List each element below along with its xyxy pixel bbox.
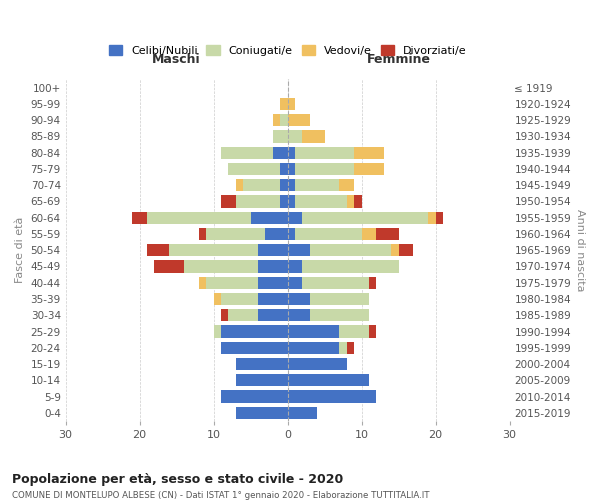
Bar <box>184 260 258 272</box>
Bar <box>258 244 287 256</box>
Bar <box>287 146 295 159</box>
Bar <box>258 293 287 305</box>
Bar <box>258 260 287 272</box>
Bar <box>302 212 428 224</box>
Bar <box>287 326 340 338</box>
Bar <box>273 130 287 142</box>
Bar <box>340 179 354 192</box>
Bar <box>295 228 362 240</box>
Bar <box>287 293 310 305</box>
Bar <box>287 406 317 419</box>
Bar <box>221 146 273 159</box>
Bar <box>369 326 376 338</box>
Bar <box>221 309 229 322</box>
Bar <box>236 358 287 370</box>
Bar <box>206 228 265 240</box>
Bar <box>287 179 295 192</box>
Bar <box>251 212 287 224</box>
Bar <box>287 212 302 224</box>
Bar <box>206 276 258 289</box>
Bar <box>354 163 384 175</box>
Bar <box>229 163 280 175</box>
Bar <box>287 98 295 110</box>
Bar <box>369 276 376 289</box>
Bar <box>221 293 258 305</box>
Bar <box>287 228 295 240</box>
Bar <box>280 163 287 175</box>
Bar <box>295 163 354 175</box>
Bar <box>428 212 436 224</box>
Bar <box>287 260 302 272</box>
Bar <box>354 146 384 159</box>
Bar <box>199 228 206 240</box>
Bar <box>391 244 398 256</box>
Bar <box>221 196 236 207</box>
Bar <box>280 98 287 110</box>
Bar <box>280 114 287 126</box>
Bar <box>287 130 302 142</box>
Bar <box>147 244 169 256</box>
Bar <box>214 293 221 305</box>
Bar <box>265 228 287 240</box>
Text: Popolazione per età, sesso e stato civile - 2020: Popolazione per età, sesso e stato civil… <box>12 472 343 486</box>
Bar <box>340 342 347 354</box>
Bar <box>362 228 376 240</box>
Text: Maschi: Maschi <box>152 54 201 66</box>
Bar <box>280 196 287 207</box>
Bar <box>199 276 206 289</box>
Bar <box>236 406 287 419</box>
Bar <box>340 326 369 338</box>
Bar <box>169 244 258 256</box>
Bar <box>295 146 354 159</box>
Bar <box>302 276 369 289</box>
Bar <box>273 146 287 159</box>
Bar <box>287 244 310 256</box>
Bar <box>295 179 340 192</box>
Text: Femmine: Femmine <box>367 54 431 66</box>
Bar <box>295 196 347 207</box>
Bar <box>243 179 280 192</box>
Bar <box>221 390 287 402</box>
Bar <box>287 358 347 370</box>
Bar <box>154 260 184 272</box>
Bar <box>287 374 369 386</box>
Bar <box>147 212 251 224</box>
Bar <box>287 342 340 354</box>
Bar <box>221 326 287 338</box>
Bar <box>221 342 287 354</box>
Text: COMUNE DI MONTELUPO ALBESE (CN) - Dati ISTAT 1° gennaio 2020 - Elaborazione TUTT: COMUNE DI MONTELUPO ALBESE (CN) - Dati I… <box>12 491 430 500</box>
Bar <box>302 260 398 272</box>
Bar <box>273 114 280 126</box>
Bar <box>236 196 280 207</box>
Bar <box>436 212 443 224</box>
Bar <box>310 309 369 322</box>
Bar <box>132 212 147 224</box>
Bar <box>229 309 258 322</box>
Bar <box>347 196 354 207</box>
Bar <box>287 196 295 207</box>
Bar <box>258 276 287 289</box>
Bar <box>258 309 287 322</box>
Bar <box>376 228 398 240</box>
Bar <box>287 390 376 402</box>
Bar <box>214 326 221 338</box>
Bar <box>236 179 243 192</box>
Bar <box>398 244 413 256</box>
Y-axis label: Fasce di età: Fasce di età <box>15 217 25 284</box>
Bar <box>310 293 369 305</box>
Bar <box>347 342 354 354</box>
Bar <box>287 276 302 289</box>
Bar <box>236 374 287 386</box>
Bar <box>287 163 295 175</box>
Bar <box>287 309 310 322</box>
Bar <box>280 179 287 192</box>
Y-axis label: Anni di nascita: Anni di nascita <box>575 209 585 292</box>
Bar <box>302 130 325 142</box>
Legend: Celibi/Nubili, Coniugati/e, Vedovi/e, Divorziati/e: Celibi/Nubili, Coniugati/e, Vedovi/e, Di… <box>104 40 471 60</box>
Bar <box>287 114 310 126</box>
Bar <box>310 244 391 256</box>
Bar <box>354 196 362 207</box>
